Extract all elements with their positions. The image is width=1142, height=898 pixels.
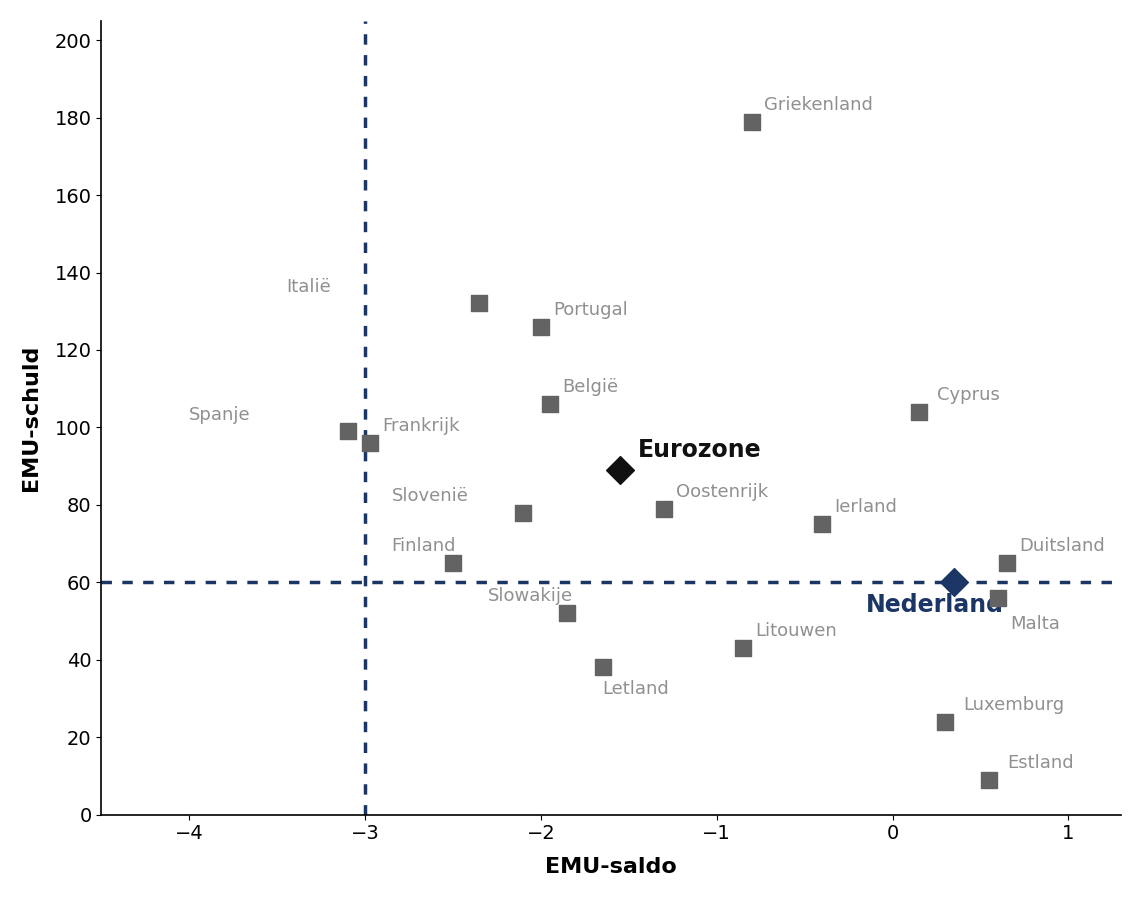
Point	[558, 606, 577, 621]
Text: Oostenrijk: Oostenrijk	[676, 483, 769, 501]
Point	[594, 660, 612, 674]
Text: Cyprus: Cyprus	[936, 386, 999, 404]
Text: Slovenië: Slovenië	[392, 487, 468, 505]
Point	[989, 591, 1007, 605]
Point	[471, 296, 489, 311]
Point	[611, 462, 629, 477]
Text: Duitsland: Duitsland	[1019, 537, 1105, 555]
Point	[338, 424, 356, 438]
Point	[813, 517, 831, 532]
Text: Griekenland: Griekenland	[764, 96, 874, 114]
Text: Malta: Malta	[1011, 614, 1060, 632]
Point	[361, 436, 379, 450]
Text: Slowakije: Slowakije	[489, 587, 573, 605]
Point	[532, 320, 550, 334]
Text: Estland: Estland	[1007, 754, 1073, 772]
Point	[734, 641, 753, 656]
Text: Ierland: Ierland	[835, 498, 898, 516]
Point	[444, 556, 463, 570]
Text: Spanje: Spanje	[190, 406, 251, 424]
Text: Portugal: Portugal	[553, 301, 628, 319]
Point	[980, 772, 998, 787]
Text: Italië: Italië	[286, 277, 331, 295]
X-axis label: EMU-saldo: EMU-saldo	[546, 858, 677, 877]
Point	[654, 501, 673, 515]
Point	[946, 575, 964, 589]
Point	[998, 556, 1016, 570]
Text: België: België	[562, 378, 618, 396]
Point	[936, 715, 955, 729]
Text: Litouwen: Litouwen	[756, 622, 837, 640]
Point	[742, 114, 761, 128]
Text: Frankrijk: Frankrijk	[383, 417, 460, 436]
Text: Letland: Letland	[603, 681, 669, 699]
Point	[514, 506, 532, 520]
Text: Nederland: Nederland	[867, 593, 1004, 617]
Point	[540, 397, 558, 411]
Text: Luxemburg: Luxemburg	[963, 696, 1064, 714]
Text: Eurozone: Eurozone	[637, 438, 762, 462]
Point	[910, 405, 928, 419]
Text: Finland: Finland	[392, 537, 456, 555]
Y-axis label: EMU-schuld: EMU-schuld	[21, 345, 41, 491]
